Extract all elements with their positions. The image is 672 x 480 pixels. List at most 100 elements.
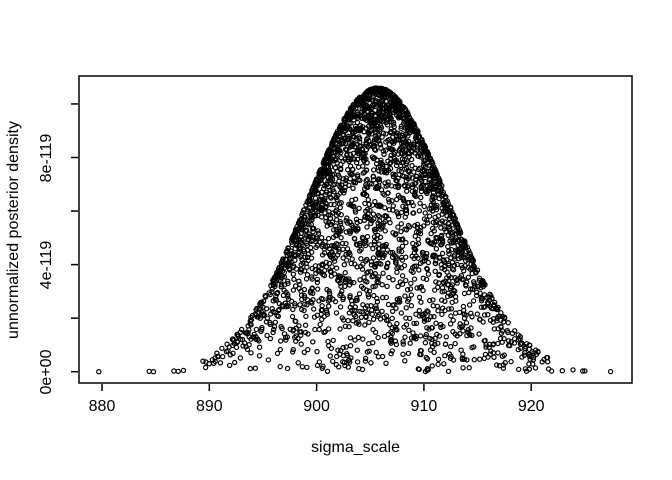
data-point: [580, 368, 586, 374]
data-point: [457, 331, 463, 337]
data-point: [463, 320, 470, 326]
data-point: [271, 324, 278, 330]
data-point: [339, 315, 345, 321]
data-point: [368, 109, 374, 115]
data-point: [371, 167, 377, 173]
data-point: [310, 290, 316, 297]
data-point: [353, 320, 360, 326]
data-point: [366, 348, 372, 354]
data-point: [343, 257, 350, 263]
data-point: [461, 290, 468, 297]
data-point: [343, 180, 349, 187]
data-point: [399, 257, 406, 263]
data-point: [279, 282, 285, 288]
data-point: [406, 327, 412, 333]
data-point: [336, 226, 343, 232]
data-point: [348, 120, 354, 126]
data-point: [446, 351, 453, 357]
data-point: [448, 343, 454, 350]
data-point: [322, 204, 328, 211]
data-point: [398, 228, 404, 235]
data-point: [362, 355, 369, 362]
data-point: [375, 313, 381, 320]
data-point: [512, 328, 518, 334]
data-point: [521, 352, 528, 358]
data-point: [428, 202, 434, 208]
data-point: [335, 192, 341, 199]
data-point: [351, 117, 357, 123]
data-point: [492, 299, 498, 306]
data-point: [296, 278, 302, 284]
data-point: [429, 363, 435, 369]
data-point: [386, 103, 392, 109]
data-point: [394, 209, 400, 215]
data-point: [347, 144, 354, 150]
data-point: [419, 136, 425, 143]
data-point: [396, 246, 402, 252]
data-point: [432, 195, 438, 201]
data-point: [421, 203, 427, 210]
data-point: [393, 162, 400, 169]
data-point: [358, 314, 365, 320]
data-point: [349, 113, 355, 119]
data-point: [418, 184, 425, 191]
data-point: [389, 197, 395, 204]
data-point: [491, 354, 497, 360]
data-point: [317, 321, 323, 328]
data-point: [432, 183, 438, 189]
data-point: [352, 304, 358, 310]
data-point: [491, 302, 497, 308]
data-point: [253, 326, 260, 333]
data-point: [351, 179, 357, 186]
data-point: [454, 221, 460, 228]
data-point: [452, 256, 458, 262]
data-point: [382, 218, 388, 225]
data-point: [314, 362, 321, 369]
data-point: [369, 154, 376, 160]
data-point: [293, 338, 299, 344]
data-point: [410, 202, 416, 209]
data-point: [337, 183, 343, 190]
data-point: [383, 317, 390, 324]
data-point: [409, 253, 415, 259]
data-point: [320, 196, 326, 203]
data-point: [523, 344, 529, 350]
data-point: [243, 330, 250, 336]
data-point: [390, 95, 396, 101]
data-point: [477, 316, 483, 322]
data-point: [539, 359, 545, 365]
data-point: [382, 228, 388, 234]
data-point: [274, 350, 281, 357]
y-axis-title: unnormalized posterior density: [5, 120, 22, 339]
data-point: [331, 189, 337, 195]
x-axis-tick-label: 920: [517, 398, 545, 415]
data-point: [264, 332, 270, 339]
data-point: [401, 120, 407, 127]
data-point: [376, 214, 383, 220]
data-point: [449, 229, 455, 235]
data-point: [376, 91, 382, 98]
data-point: [395, 184, 401, 191]
data-point: [548, 368, 555, 374]
data-point: [449, 299, 455, 306]
data-point: [298, 230, 304, 237]
data-point: [374, 295, 380, 302]
data-point: [359, 154, 365, 161]
data-point: [505, 342, 512, 349]
data-point: [309, 191, 316, 198]
data-point: [396, 248, 402, 254]
data-point: [329, 172, 336, 178]
data-point: [433, 219, 439, 225]
data-point: [412, 165, 418, 171]
data-point: [434, 303, 441, 309]
plot-box: [78, 75, 633, 384]
data-point: [570, 367, 576, 373]
data-point: [395, 224, 401, 230]
data-point: [460, 277, 467, 283]
data-point: [355, 164, 362, 170]
data-point: [410, 210, 416, 216]
data-point: [309, 276, 315, 282]
data-point: [383, 360, 389, 366]
data-point: [435, 191, 442, 197]
data-point: [362, 214, 368, 220]
